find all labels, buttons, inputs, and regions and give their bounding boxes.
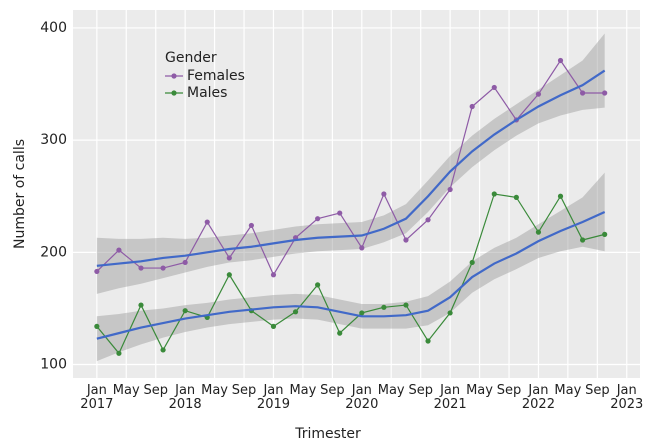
series-line — [96, 59, 605, 277]
data-point — [425, 338, 431, 344]
data-point — [315, 216, 321, 222]
x-axis-title: Trimester — [294, 426, 361, 442]
data-point — [491, 191, 497, 197]
data-point — [116, 350, 122, 356]
data-point — [270, 323, 277, 329]
x-tick-label: Jan 2017 — [80, 383, 114, 412]
data-point — [226, 255, 232, 261]
data-point — [535, 91, 542, 97]
data-point — [94, 268, 100, 275]
data-point — [182, 259, 188, 266]
data-point — [381, 191, 387, 197]
data-point — [160, 265, 166, 271]
x-tick-label: Jan 2023 — [610, 383, 644, 412]
series-line — [96, 193, 605, 355]
data-point — [403, 302, 409, 308]
data-point — [403, 237, 409, 243]
data-point — [204, 219, 210, 225]
data-point — [469, 103, 475, 110]
x-tick-label: Sep — [143, 383, 168, 398]
data-point — [535, 229, 542, 235]
x-tick-label: May — [466, 383, 493, 398]
data-point — [138, 265, 144, 271]
panel — [73, 10, 640, 378]
data-point — [337, 330, 343, 336]
x-tick-label: May — [201, 383, 228, 398]
legend-label: Females — [187, 68, 245, 84]
data-point — [337, 210, 343, 216]
legend-marker — [171, 90, 177, 96]
x-tick-label: Sep — [231, 383, 257, 398]
data-point — [381, 304, 387, 310]
data-point — [359, 245, 365, 251]
trend-line — [96, 69, 606, 267]
data-point — [94, 323, 100, 329]
data-point — [182, 308, 188, 314]
data-point — [602, 231, 608, 237]
data-point — [513, 194, 519, 200]
data-point — [292, 309, 299, 315]
data-point — [226, 272, 232, 278]
x-tick-label: Sep — [408, 383, 433, 398]
x-tick-label: May — [112, 383, 140, 398]
x-tick-label: May — [377, 383, 405, 398]
y-tick-label: 400 — [40, 20, 67, 36]
x-tick-label: May — [289, 383, 317, 398]
data-point — [138, 302, 144, 308]
y-axis-title: Number of calls — [12, 139, 28, 249]
data-point — [270, 272, 277, 278]
data-point — [315, 282, 321, 288]
trend-line — [96, 210, 606, 340]
x-tick-label: Jan 2020 — [345, 383, 379, 412]
data-point — [469, 259, 475, 266]
confidence-band — [96, 172, 605, 362]
x-tick-label: Jan 2019 — [256, 383, 291, 412]
legend-title: Gender — [165, 50, 217, 66]
y-tick-label: 100 — [40, 357, 67, 373]
data-point — [160, 347, 166, 353]
x-tick-label: Jan 2022 — [521, 383, 555, 412]
legend-marker — [171, 73, 177, 79]
data-point — [557, 57, 564, 64]
x-tick-label: May — [554, 383, 582, 398]
y-tick-label: 200 — [40, 244, 67, 260]
x-tick-label: Jan 2021 — [433, 383, 467, 412]
data-point — [579, 237, 586, 243]
x-tick-label: Sep — [585, 383, 610, 398]
data-point — [248, 222, 255, 229]
y-tick-label: 300 — [40, 132, 67, 148]
data-point — [425, 217, 431, 223]
legend-label: Males — [187, 85, 227, 101]
data-point — [491, 84, 497, 91]
data-point — [557, 193, 564, 199]
x-tick-label: Sep — [320, 383, 345, 398]
data-point — [447, 186, 453, 193]
x-tick-label: Jan 2018 — [168, 383, 202, 412]
x-tick-label: Sep — [496, 383, 522, 398]
data-point — [359, 310, 365, 316]
data-point — [447, 310, 453, 316]
data-point — [602, 90, 608, 96]
data-point — [116, 247, 122, 253]
data-point — [579, 90, 586, 96]
